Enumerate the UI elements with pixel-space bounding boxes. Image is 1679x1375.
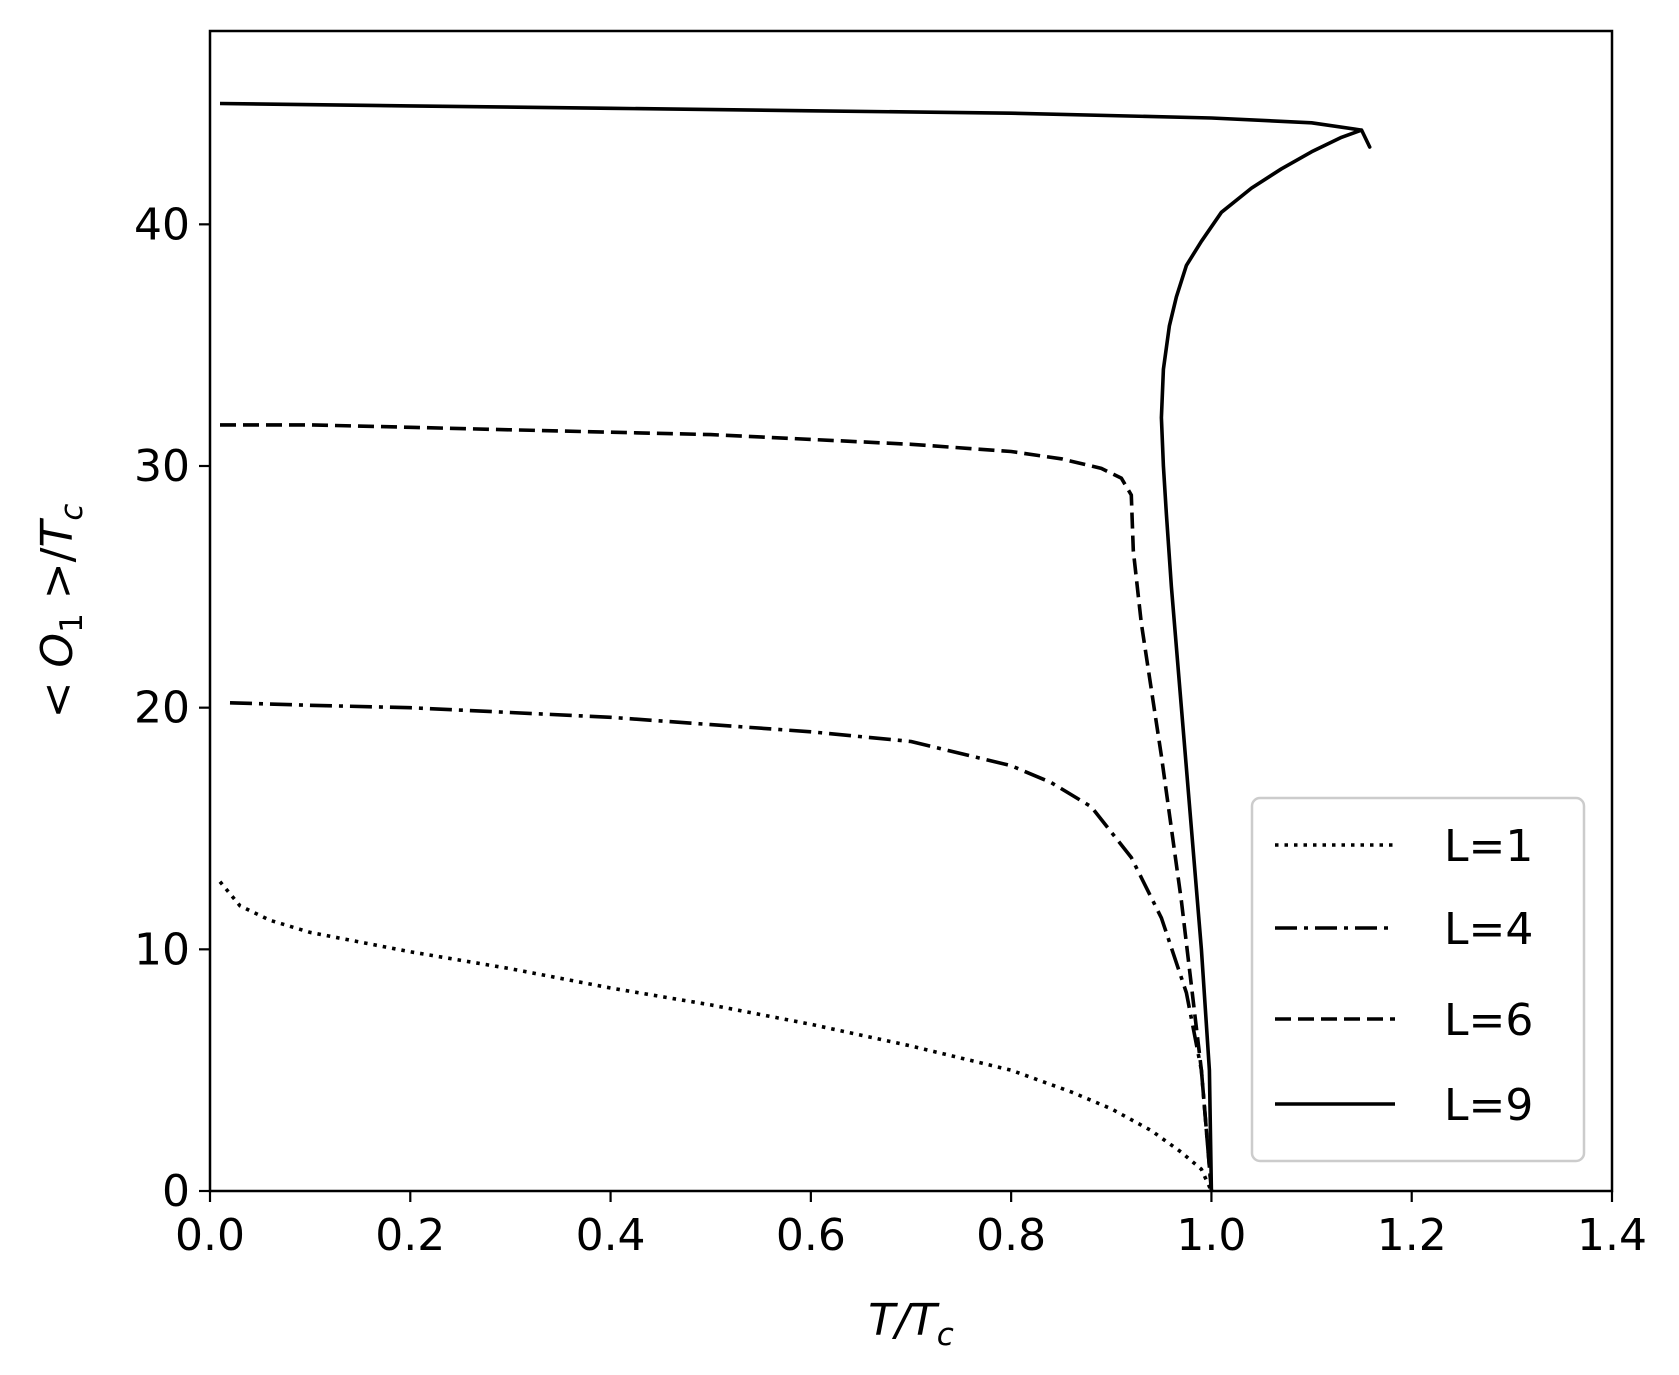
x-tick-label: 1.4 xyxy=(1577,1210,1647,1261)
x-tick-label: 1.0 xyxy=(1176,1210,1246,1261)
legend-label: L=9 xyxy=(1444,1080,1533,1131)
series-line-l-1 xyxy=(218,880,1214,1192)
x-axis-label: T/Tc xyxy=(868,1295,954,1353)
plot-frame xyxy=(208,29,1614,1193)
y-tick-label: 0 xyxy=(162,1166,190,1217)
x-tick-label: 0.0 xyxy=(175,1210,245,1261)
x-axis-ticks: 0.0 0.2 0.4 0.6 0.8 1.0 1.2 1.4 xyxy=(175,1191,1647,1261)
y-tick-label: 30 xyxy=(134,441,190,492)
x-tick-label: 0.8 xyxy=(976,1210,1046,1261)
x-tick-label: 0.6 xyxy=(776,1210,846,1261)
legend-box xyxy=(1250,796,1586,1163)
x-tick-label: 0.2 xyxy=(375,1210,445,1261)
x-tick-label: 1.2 xyxy=(1377,1210,1447,1261)
y-axis-label: < O1 >/Tc xyxy=(32,504,90,719)
series-group xyxy=(218,101,1372,1192)
series-line-l-9 xyxy=(219,101,1372,1192)
y-tick-label: 40 xyxy=(134,199,190,250)
y-tick-label: 20 xyxy=(134,683,190,734)
x-tick-label: 0.4 xyxy=(576,1210,646,1261)
legend: L=1 L=4 L=6 L=9 xyxy=(1250,796,1586,1163)
y-axis-ticks: 0 10 20 30 40 xyxy=(134,199,210,1217)
y-tick-label: 10 xyxy=(134,924,190,975)
series-line-l-6 xyxy=(220,423,1214,1192)
legend-label: L=6 xyxy=(1444,995,1533,1046)
legend-label: L=1 xyxy=(1444,821,1533,872)
series-line-l-4 xyxy=(229,701,1214,1192)
legend-label: L=4 xyxy=(1444,904,1533,955)
